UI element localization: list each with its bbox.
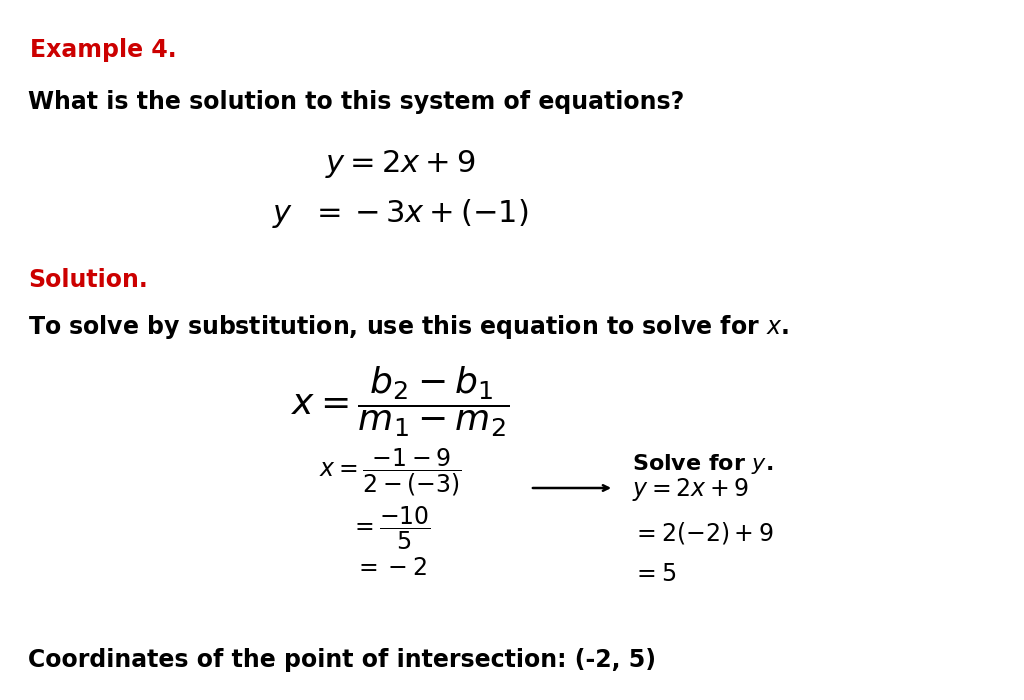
- Text: To solve by substitution, use this equation to solve for $\mathbf{\mathit{x}}$.: To solve by substitution, use this equat…: [28, 313, 788, 341]
- Text: What is the solution to this system of equations?: What is the solution to this system of e…: [28, 90, 684, 114]
- Text: Example 4.: Example 4.: [30, 38, 176, 62]
- Text: $\mathbf{\mathit{y}}\ \ = -3\mathbf{\mathit{x}} + (-1)$: $\mathbf{\mathit{y}}\ \ = -3\mathbf{\mat…: [271, 197, 528, 230]
- Text: $= -2$: $= -2$: [353, 556, 426, 580]
- Text: $\mathbf{\mathit{y}} = 2\mathbf{\mathit{x}} + 9$: $\mathbf{\mathit{y}} = 2\mathbf{\mathit{…: [632, 476, 749, 503]
- Text: $x = \dfrac{-1-9}{2-(-3)}$: $x = \dfrac{-1-9}{2-(-3)}$: [318, 447, 462, 498]
- Text: $= 5$: $= 5$: [632, 562, 676, 586]
- Text: Coordinates of the point of intersection: (-2, 5): Coordinates of the point of intersection…: [28, 648, 656, 672]
- Text: Solve for $\mathbf{\mathit{y}}$.: Solve for $\mathbf{\mathit{y}}$.: [632, 452, 773, 476]
- Text: Solution.: Solution.: [28, 268, 147, 292]
- Text: $= \dfrac{-10}{5}$: $= \dfrac{-10}{5}$: [349, 505, 430, 552]
- Text: $\mathbf{\mathit{y}} = 2\mathbf{\mathit{x}} + 9$: $\mathbf{\mathit{y}} = 2\mathbf{\mathit{…: [325, 148, 475, 180]
- Text: $= 2(-2) + 9$: $= 2(-2) + 9$: [632, 520, 774, 546]
- Text: $\mathbf{\mathit{x}} = \dfrac{\mathbf{\mathit{b}}_2 - \mathbf{\mathit{b}}_1}{\ma: $\mathbf{\mathit{x}} = \dfrac{\mathbf{\m…: [291, 365, 509, 440]
